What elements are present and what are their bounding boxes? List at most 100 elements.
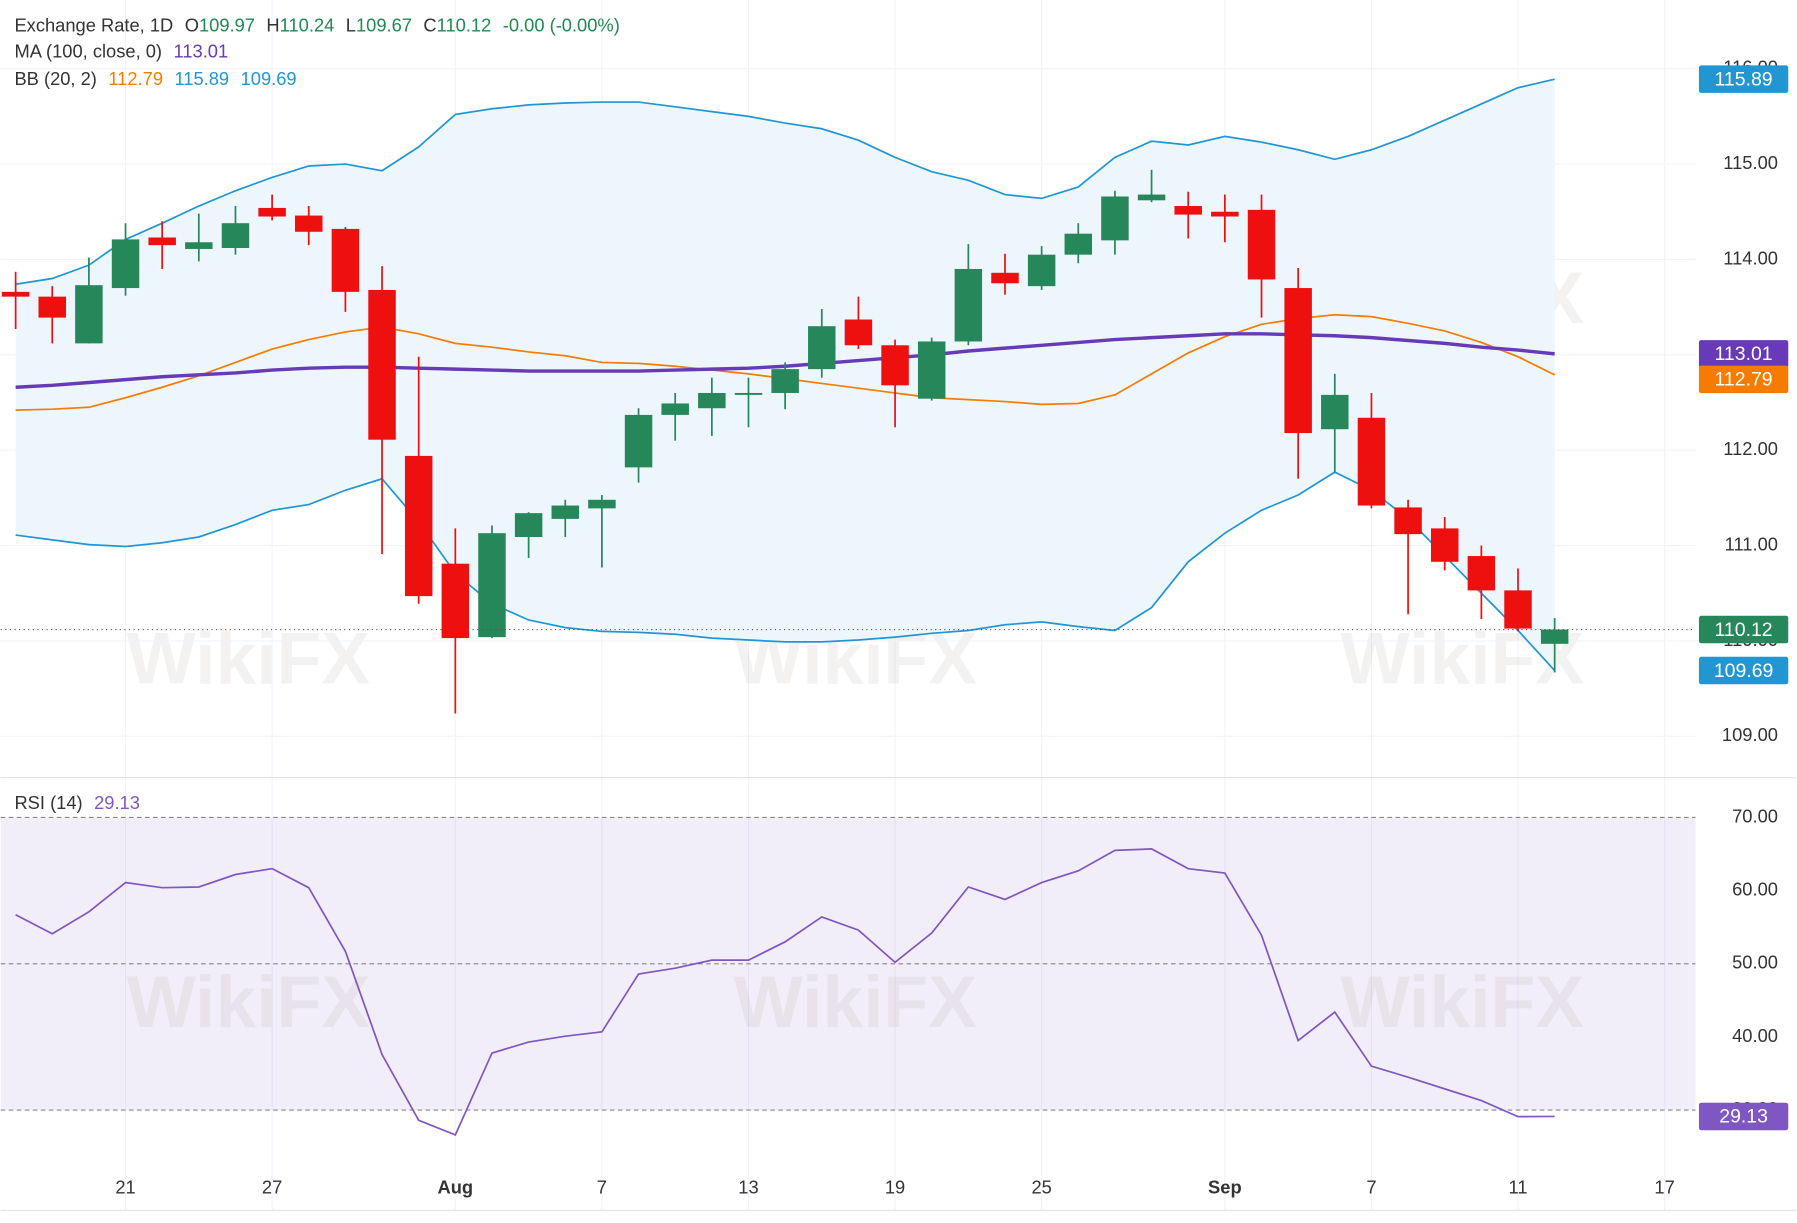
legend-prefix: C xyxy=(423,14,436,35)
price-badge xyxy=(1698,65,1789,93)
x-tick-label: 7 xyxy=(1366,1176,1376,1197)
ma-value: 113.01 xyxy=(174,41,229,62)
price-badge xyxy=(1698,340,1789,368)
x-tick-label: 27 xyxy=(262,1176,282,1197)
bb-name: BB (20, 2) xyxy=(14,68,96,89)
legend-change: -0.00 (-0.00%) xyxy=(503,14,620,35)
y-tick-label: 50.00 xyxy=(1732,952,1778,973)
ma-name: MA (100, close, 0) xyxy=(14,41,162,62)
x-tick-label: Sep xyxy=(1208,1176,1242,1197)
candle-body xyxy=(75,285,103,344)
legend-close: 110.12 xyxy=(437,14,492,35)
candle-body xyxy=(588,499,616,509)
candle-body xyxy=(331,228,360,292)
watermark: WikiFX xyxy=(127,618,371,700)
candle-body xyxy=(1101,196,1129,241)
candle-body xyxy=(185,242,213,249)
legend-prefix: L xyxy=(346,14,356,35)
rsi-value: 29.13 xyxy=(94,792,140,813)
candle-body xyxy=(38,296,66,318)
bb-lower-value: 109.69 xyxy=(241,68,297,89)
price-badge xyxy=(1698,1102,1789,1131)
candle-body xyxy=(698,392,726,409)
candle-body xyxy=(1321,394,1349,430)
candle-body xyxy=(1540,629,1569,644)
candle-body xyxy=(1137,194,1166,201)
legend-prefix: H xyxy=(266,14,279,35)
candle-body xyxy=(111,239,140,289)
price-badge-label: 113.01 xyxy=(1715,343,1773,365)
y-tick-label: 70.00 xyxy=(1732,805,1778,826)
price-badge xyxy=(1698,615,1789,644)
rsi-legend: RSI (14) 29.13 xyxy=(14,792,139,813)
ma-legend: MA (100, close, 0) 113.01 xyxy=(14,41,228,62)
legend-title: Exchange Rate, 1D xyxy=(14,14,173,35)
candle-body xyxy=(1211,211,1239,217)
bb-basis-value: 112.79 xyxy=(108,68,163,89)
candle-body xyxy=(624,414,653,468)
x-tick-label: 7 xyxy=(597,1176,607,1197)
y-tick-label: 112.00 xyxy=(1723,438,1778,459)
price-badge xyxy=(1698,656,1789,685)
candle-body xyxy=(1174,206,1202,215)
bb-line xyxy=(15,78,1555,286)
price-badge-label: 115.89 xyxy=(1715,68,1773,90)
candle-body xyxy=(1284,288,1312,434)
candle-body xyxy=(1027,254,1056,287)
rsi-name: RSI (14) xyxy=(14,792,82,813)
x-tick-label: 21 xyxy=(115,1176,135,1197)
candle-body xyxy=(771,369,799,393)
candle-body xyxy=(478,533,506,638)
y-tick-label: 115.00 xyxy=(1723,152,1778,173)
price-legend: Exchange Rate, 1D O109.97 H110.24 L109.67 C1… xyxy=(14,14,619,35)
price-badge xyxy=(1698,365,1789,394)
watermark: WikiFX xyxy=(1341,961,1585,1043)
bb-line xyxy=(15,471,1556,672)
price-badge-label: 109.69 xyxy=(1714,660,1774,682)
candle-body xyxy=(258,207,286,217)
x-tick-label: 25 xyxy=(1031,1176,1051,1197)
y-tick-label: 114.00 xyxy=(1723,247,1778,268)
candle-body xyxy=(991,272,1019,284)
candle-body xyxy=(1357,417,1386,506)
y-tick-label: 40.00 xyxy=(1732,1025,1778,1046)
candle-body xyxy=(514,513,543,537)
y-tick-label: 109.00 xyxy=(1722,724,1778,745)
legend-open: 109.97 xyxy=(199,14,255,35)
bb-upper-value: 115.89 xyxy=(174,68,229,89)
candle-body xyxy=(295,215,323,232)
price-badge-label: 29.13 xyxy=(1719,1106,1768,1128)
bb-legend: BB (20, 2) 112.79 115.89 109.69 xyxy=(14,68,296,89)
x-tick-label: 19 xyxy=(885,1176,905,1197)
y-tick-label: 111.00 xyxy=(1725,533,1778,554)
candle-body xyxy=(844,319,873,346)
candle-body xyxy=(1430,528,1459,562)
x-tick-label: 11 xyxy=(1509,1176,1528,1197)
watermark: WikiFX xyxy=(734,961,978,1043)
candle-body xyxy=(368,289,396,440)
candle-body xyxy=(808,326,836,370)
candle-body xyxy=(551,505,580,519)
rsi-band xyxy=(0,817,1696,1111)
y-tick-label: 60.00 xyxy=(1732,878,1778,899)
candle-body xyxy=(917,341,946,399)
candle-body xyxy=(1064,233,1093,255)
x-tick-label: 17 xyxy=(1654,1176,1674,1197)
candle-body xyxy=(954,268,983,342)
candle-body xyxy=(1,291,30,297)
candle-body xyxy=(1504,590,1532,629)
candle-body xyxy=(1394,507,1422,535)
x-tick-label: Aug xyxy=(438,1176,474,1197)
price-badge-label: 110.12 xyxy=(1715,619,1773,641)
candle-body xyxy=(404,455,433,597)
candle-body xyxy=(661,403,689,415)
candle-body xyxy=(1247,209,1276,280)
rsi-line xyxy=(15,848,1555,1137)
legend-high: 110.24 xyxy=(280,14,335,35)
candle-body xyxy=(881,345,909,386)
legend-prefix: O xyxy=(185,14,199,35)
candle-body xyxy=(148,237,176,246)
